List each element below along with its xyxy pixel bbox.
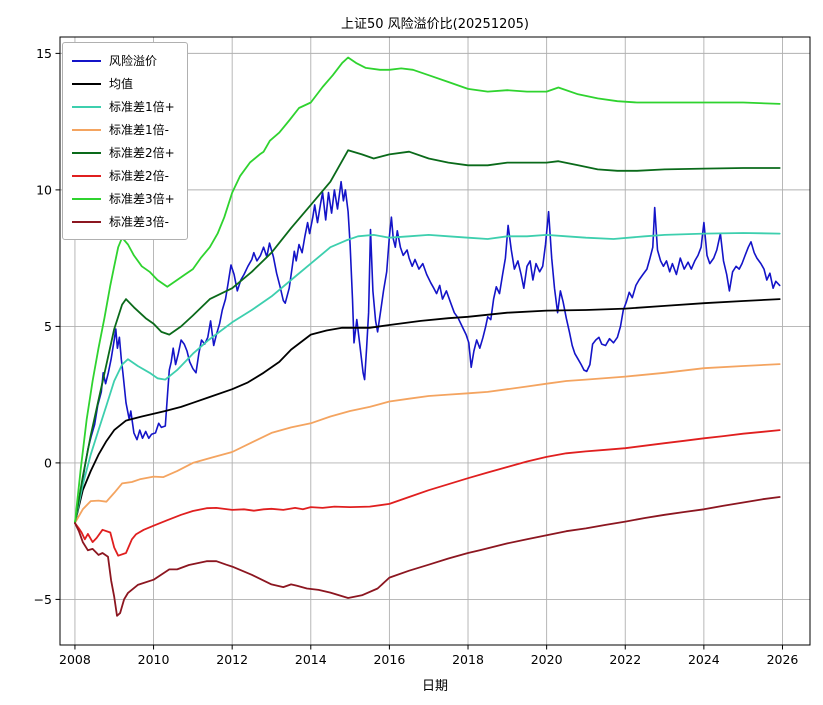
y-tick-label: 5 — [44, 319, 52, 334]
legend-label: 标准差2倍- — [109, 168, 169, 183]
x-tick-label: 2024 — [688, 652, 720, 667]
y-tick-label: −5 — [34, 592, 52, 607]
x-tick-label: 2018 — [452, 652, 484, 667]
x-tick-label: 2020 — [531, 652, 563, 667]
legend-item-7: 标准差3倍- — [72, 210, 175, 233]
legend-item-0: 风险溢价 — [72, 49, 175, 72]
x-tick-label: 2022 — [609, 652, 641, 667]
x-tick-label: 2010 — [138, 652, 170, 667]
series-line-4 — [74, 149, 781, 524]
y-tick-label: 10 — [36, 182, 52, 197]
legend-label: 风险溢价 — [109, 53, 158, 68]
x-tick-label: 2016 — [373, 652, 405, 667]
y-tick-label: 0 — [44, 455, 52, 470]
legend-swatch — [72, 128, 101, 131]
legend-swatch — [72, 59, 101, 62]
legend-item-1: 均值 — [72, 72, 175, 95]
legend-swatch — [72, 220, 101, 223]
legend-swatch — [72, 174, 101, 177]
legend-item-4: 标准差2倍+ — [72, 141, 175, 164]
legend-label: 标准差2倍+ — [109, 145, 175, 160]
legend-label: 均值 — [109, 76, 134, 91]
legend-label: 标准差1倍+ — [109, 99, 175, 114]
chart-title: 上证50 风险溢价比(20251205) — [341, 17, 529, 32]
legend-label: 标准差3倍+ — [109, 191, 175, 206]
series-line-1 — [74, 298, 781, 524]
x-tick-label: 2008 — [59, 652, 91, 667]
legend-item-3: 标准差1倍- — [72, 118, 175, 141]
x-axis-label: 日期 — [421, 679, 448, 694]
legend-swatch — [72, 82, 101, 85]
legend-swatch — [72, 197, 101, 200]
y-tick-label: 15 — [36, 46, 52, 61]
series-line-2 — [74, 232, 781, 524]
x-tick-label: 2026 — [767, 652, 799, 667]
legend-label: 标准差3倍- — [109, 214, 169, 229]
series-line-7 — [74, 496, 781, 617]
series-line-6 — [74, 56, 781, 524]
plot-frame — [59, 36, 811, 646]
x-tick-label: 2014 — [295, 652, 327, 667]
legend-label: 标准差1倍- — [109, 122, 169, 137]
legend-swatch — [72, 105, 101, 108]
series-line-5 — [74, 429, 781, 557]
legend-swatch — [72, 151, 101, 154]
legend-item-2: 标准差1倍+ — [72, 95, 175, 118]
series-line-0 — [74, 180, 781, 524]
legend-item-5: 标准差2倍- — [72, 164, 175, 187]
x-tick-label: 2012 — [216, 652, 248, 667]
series-line-3 — [74, 363, 781, 524]
legend: 风险溢价均值标准差1倍+ 标准差1倍- 标准差2倍+ 标准差2倍- 标准差3倍+ 标准差3… — [62, 42, 188, 240]
legend-item-6: 标准差3倍+ — [72, 187, 175, 210]
